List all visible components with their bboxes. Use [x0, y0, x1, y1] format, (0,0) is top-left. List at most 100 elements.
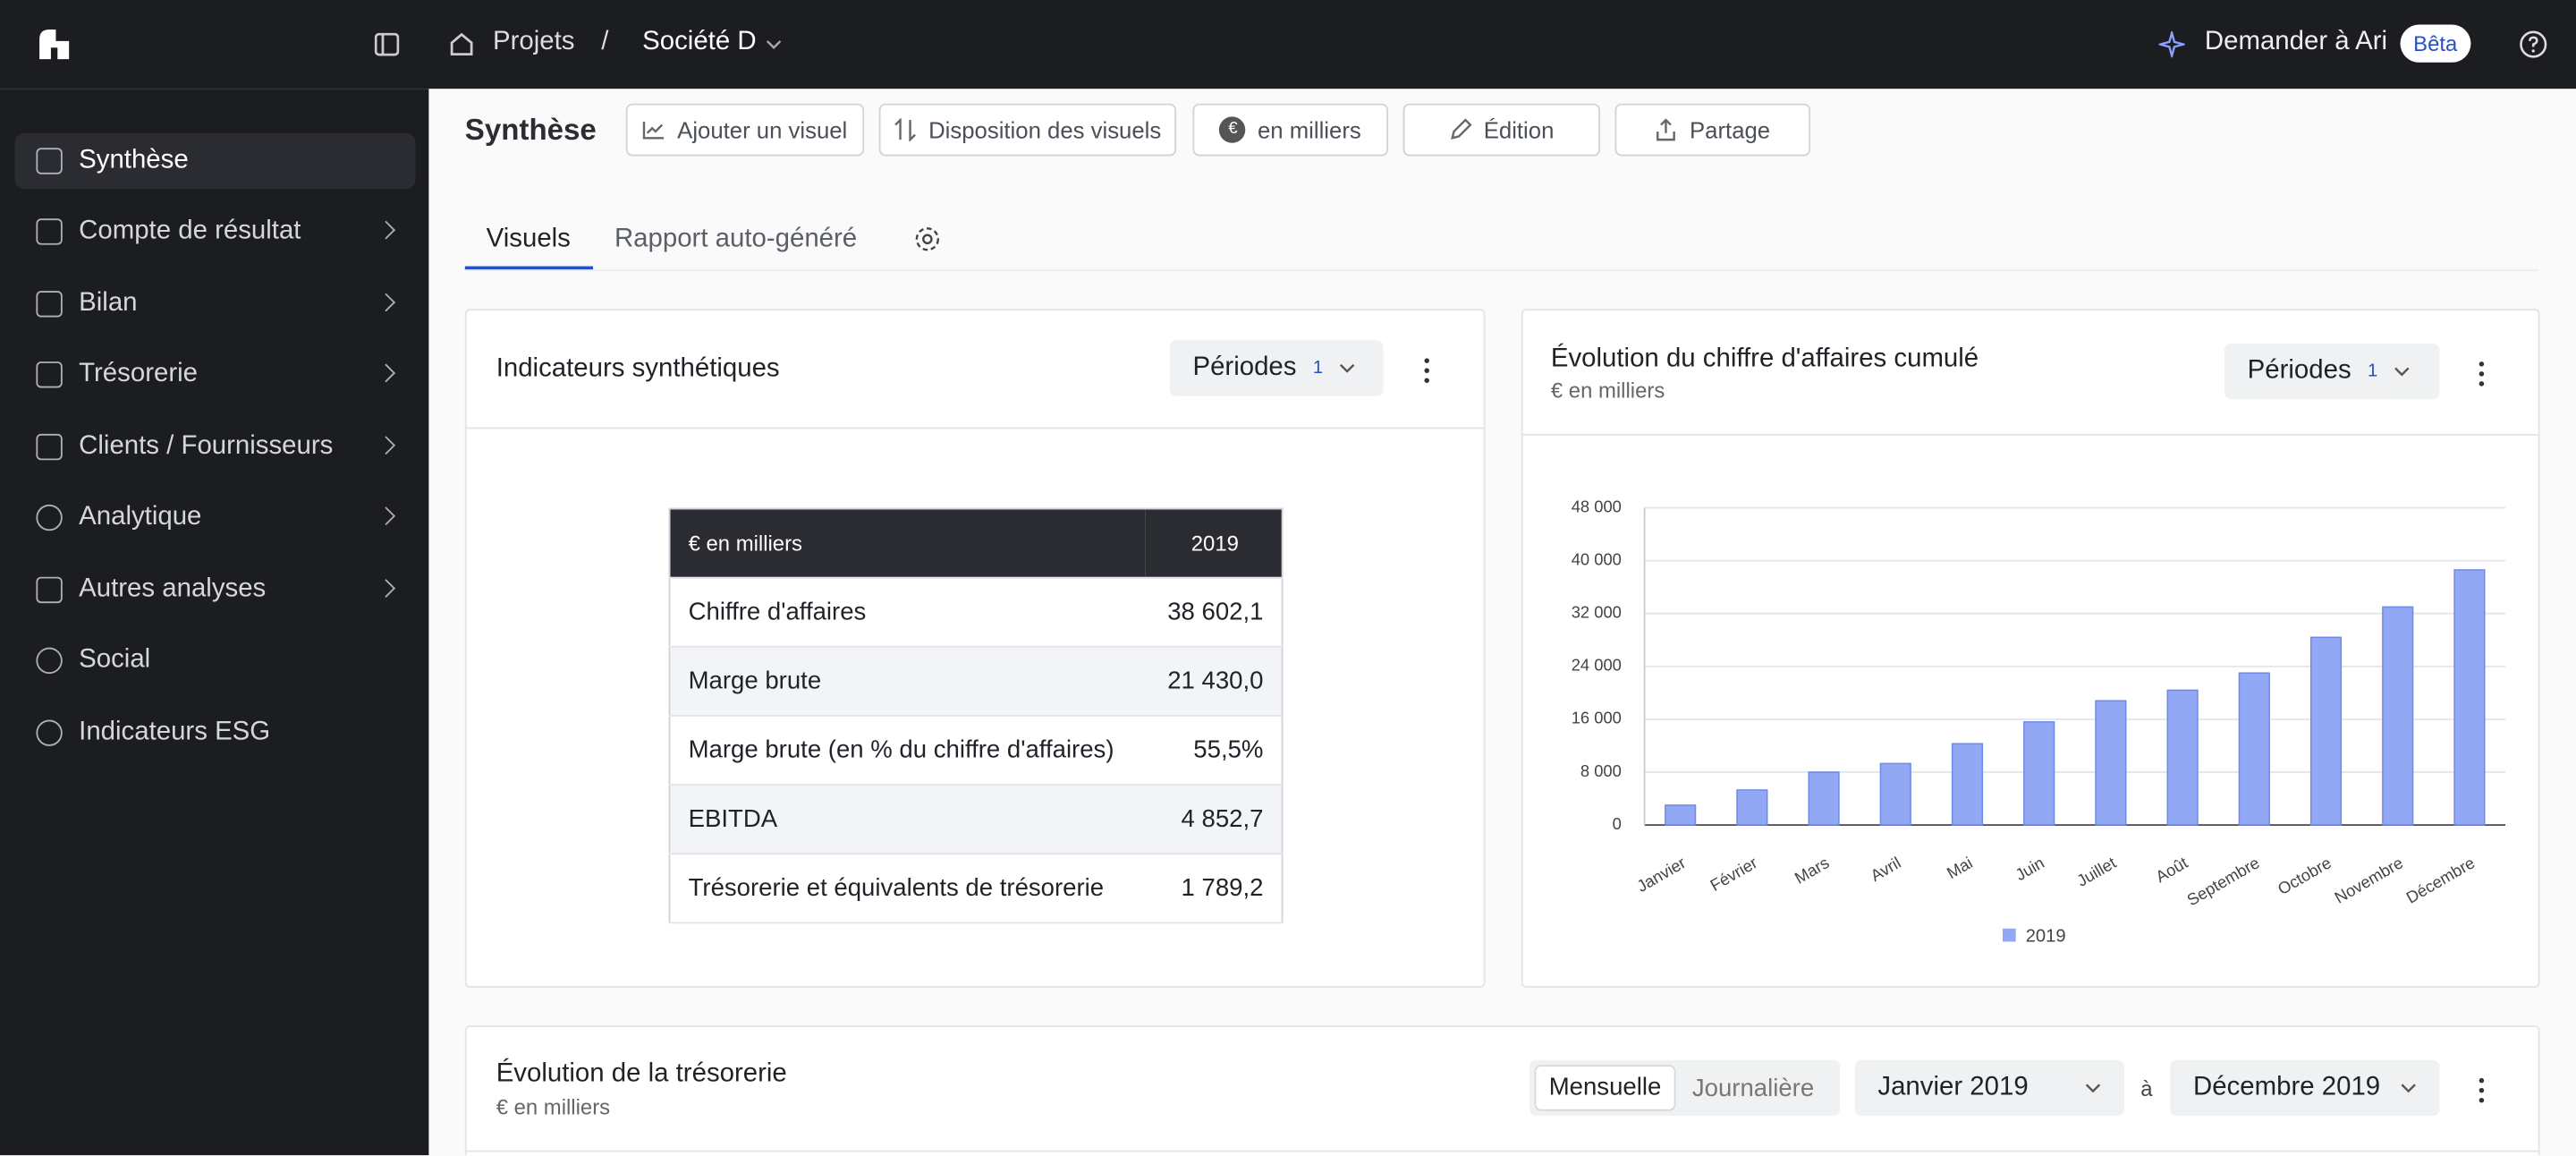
sidebar-toggle[interactable] [374, 32, 400, 56]
row-value: 1 789,2 [1145, 854, 1283, 924]
bar [2238, 672, 2270, 826]
chevron [766, 40, 782, 49]
nav-item[interactable]: Trésorerie [15, 347, 416, 403]
logo [39, 30, 70, 60]
bar [2023, 721, 2055, 826]
nav-item[interactable]: Analytique [15, 489, 416, 545]
button-label: Édition [1483, 116, 1555, 143]
row-label: EBITDA [669, 785, 1146, 855]
bar [1665, 804, 1697, 826]
row-value: 55,5% [1145, 715, 1283, 786]
row-value: 21 430,0 [1145, 646, 1283, 717]
nav-item[interactable]: Synthèse [14, 132, 416, 190]
mode-option[interactable]: Journalière [1691, 1075, 1815, 1103]
mode-toggle: Mensuelle Journalière [1530, 1059, 1841, 1117]
tab-indicator [464, 266, 594, 270]
card-subtitle: € en milliers [496, 1094, 611, 1119]
currency-icon: € [1219, 116, 1247, 143]
card-menu[interactable] [2479, 361, 2486, 391]
y-tick-label: 0 [1613, 814, 1622, 833]
to-selector[interactable]: Décembre 2019 [2170, 1059, 2440, 1117]
indicators-card: Indicateurs synthétiques Périodes 1 € en … [464, 309, 1486, 988]
button-label: Ajouter un visuel [677, 116, 848, 143]
nav-label: Autres analyses [79, 574, 267, 604]
periods-label: Périodes [2247, 356, 2351, 385]
settings-icon[interactable] [913, 225, 941, 253]
button-label: Partage [1690, 116, 1771, 143]
unit-button[interactable]: € en milliers [1192, 103, 1389, 157]
nav-item[interactable]: Bilan [15, 276, 416, 332]
card-title: Évolution de la trésorerie [496, 1059, 787, 1088]
nav-label: Compte de résultat [79, 217, 301, 245]
sparkle-icon [2158, 30, 2185, 58]
nav-item[interactable]: Autres analyses [15, 562, 416, 617]
edit-button[interactable]: Édition [1402, 103, 1600, 157]
top-bar: Projets / Société D Demander à Ari Bêta [0, 0, 2576, 89]
nav-label: Clients / Fournisseurs [79, 432, 334, 461]
chart-title: Évolution du chiffre d'affaires cumulé [1550, 344, 1979, 373]
legend-swatch [2002, 928, 2016, 942]
home-icon[interactable] [448, 31, 474, 57]
breadcrumb-separator: / [601, 28, 609, 56]
bar [1951, 743, 1984, 826]
nav-label: Synthèse [79, 146, 189, 174]
share-button[interactable]: Partage [1614, 103, 1811, 157]
breadcrumb-root[interactable]: Projets [493, 28, 575, 56]
card-menu[interactable] [2479, 1077, 2486, 1108]
add-visual-button[interactable]: Ajouter un visuel [625, 103, 865, 157]
layout-button[interactable]: Disposition des visuels [878, 103, 1177, 157]
card-menu[interactable] [1424, 358, 1430, 387]
x-tick-label: Décembre [2402, 853, 2478, 907]
periods-button[interactable]: Périodes 1 [1169, 340, 1384, 396]
nav-item[interactable]: Compte de résultat [15, 204, 416, 259]
from-selector[interactable]: Janvier 2019 [1854, 1059, 2124, 1117]
ask-ari[interactable]: Demander à Ari [2204, 28, 2388, 56]
tab-active[interactable]: Visuels [486, 225, 571, 253]
treasury-card: Évolution de la trésorerie € en milliers… [464, 1025, 2540, 1156]
tabs-border [464, 269, 2538, 272]
nav-item[interactable]: Clients / Fournisseurs [15, 419, 416, 474]
periods-count: 1 [1312, 358, 1324, 378]
chart-subtitle: € en milliers [1550, 378, 1665, 404]
nav-label: Analytique [79, 503, 202, 531]
nav-item[interactable]: Indicateurs ESG [15, 705, 416, 761]
x-tick-label: Janvier [1633, 853, 1689, 896]
x-tick-label: Mai [1944, 853, 1976, 882]
button-label: Disposition des visuels [928, 116, 1162, 143]
bar [2453, 569, 2486, 826]
nav-label: Indicateurs ESG [79, 718, 271, 746]
card-title: Indicateurs synthétiques [496, 354, 780, 383]
indicators-table: € en milliers 2019 Chiffre d'affaires 38 6… [668, 507, 1284, 924]
x-tick-label: Avril [1868, 853, 1904, 885]
help-icon[interactable] [2519, 30, 2548, 59]
y-tick-label: 40 000 [1572, 549, 1622, 568]
bar [2382, 606, 2414, 826]
company-selector[interactable]: Société D [642, 28, 757, 56]
row-label: Marge brute [669, 646, 1146, 717]
card-divider [466, 1150, 2538, 1152]
y-tick-label: 48 000 [1572, 497, 1622, 515]
bar [2166, 689, 2199, 826]
bar [2309, 636, 2343, 826]
row-label: Chiffre d'affaires [669, 577, 1146, 648]
row-value: 4 852,7 [1145, 785, 1283, 855]
bar-chart: 0 8 000 16 000 24 000 32 000 40 000 48 000 Janv… [1572, 497, 2506, 946]
mode-option-active[interactable]: Mensuelle [1534, 1065, 1676, 1111]
sidebar: Synthèse Compte de résultat Bilan Trésor… [0, 89, 429, 1156]
page-title: Synthèse [464, 113, 597, 147]
bar [2095, 700, 2127, 826]
tab[interactable]: Rapport auto-généré [614, 225, 858, 253]
x-tick-label: Octobre [2275, 853, 2334, 898]
from-label: Janvier 2019 [1877, 1073, 2029, 1101]
periods-button[interactable]: Périodes 1 [2224, 343, 2440, 400]
button-label: en milliers [1257, 116, 1361, 143]
x-tick-label: Juillet [2073, 853, 2119, 890]
row-label: Trésorerie et équivalents de trésorerie [669, 854, 1146, 924]
nav-item[interactable]: Social [15, 633, 416, 688]
y-tick-label: 16 000 [1572, 709, 1622, 727]
range-word: à [2140, 1076, 2153, 1101]
to-label: Décembre 2019 [2193, 1073, 2381, 1101]
nav-label: Bilan [79, 289, 138, 318]
x-tick-label: Août [2152, 853, 2190, 886]
